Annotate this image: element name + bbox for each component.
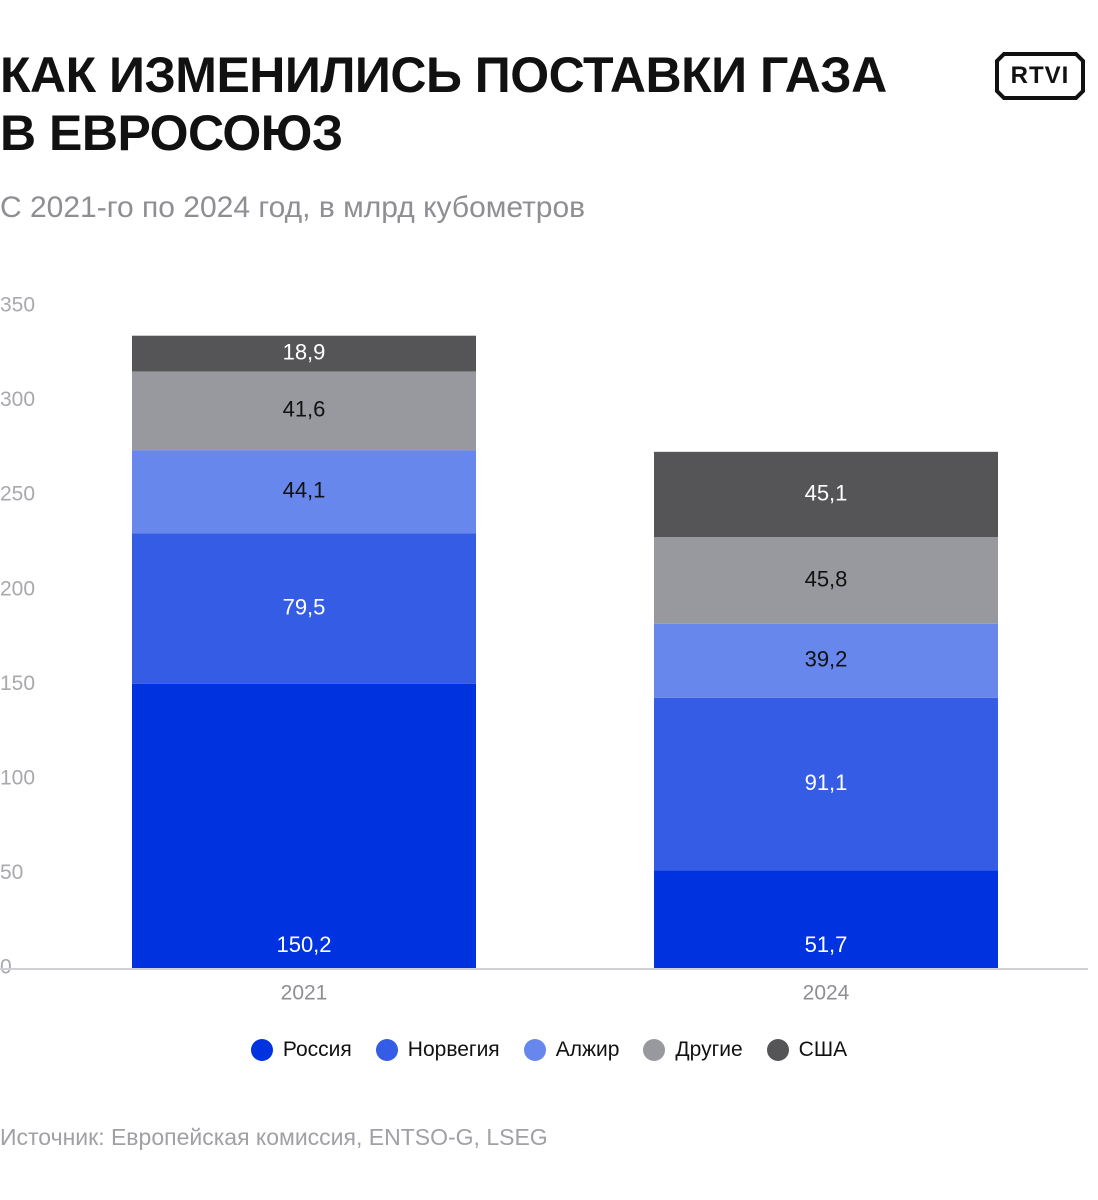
stacked-bar-chart: 0 50 100 150 200 250 300 350 150,2 79,5 44,1 41,6 18… [0, 294, 1088, 1005]
chart-legend: Россия Норвегия Алжир Другие США [0, 1038, 1098, 1062]
legend-swatch-icon [766, 1039, 789, 1061]
data-label: 91,1 [805, 770, 848, 795]
data-label: 39,2 [805, 647, 848, 672]
y-tick-label: 100 [0, 766, 35, 789]
bar-segment [132, 683, 476, 968]
y-tick-label: 150 [0, 672, 35, 695]
legend-item: Другие [643, 1038, 743, 1062]
legend-label: Другие [675, 1038, 743, 1061]
legend-swatch-icon [250, 1039, 273, 1061]
bar-segment [654, 623, 998, 698]
data-label: 150,2 [276, 932, 331, 957]
legend-item: Россия [250, 1038, 352, 1062]
bar-segment [654, 451, 998, 538]
legend-label: Россия [282, 1038, 352, 1061]
chart-title: КАК ИЗМЕНИЛИСЬ ПОСТАВКИ ГАЗА В ЕВРОСОЮЗ [0, 47, 887, 161]
bar-segment [132, 533, 476, 684]
data-label: 79,5 [283, 595, 326, 620]
bar-segment [132, 335, 476, 372]
legend-swatch-icon [643, 1039, 666, 1061]
chart-subtitle: С 2021-го по 2024 год, в млрд кубометров [0, 191, 586, 224]
bar-segment [654, 537, 998, 624]
data-label: 45,1 [805, 480, 848, 505]
logo-frame-icon [995, 52, 1085, 100]
source-note: Источник: Европейская комиссия, ENTSO-G,… [0, 1124, 548, 1150]
data-label: 18,9 [283, 339, 326, 364]
x-tick-label: 2024 [803, 982, 850, 1005]
y-tick-label: 50 [0, 861, 23, 884]
y-tick-label: 250 [0, 483, 35, 506]
rtvi-logo: RTVI [994, 50, 1086, 106]
bar-segment [654, 697, 998, 871]
legend-label: Норвегия [407, 1038, 500, 1061]
bar-segment [132, 450, 476, 534]
x-tick-label: 2021 [281, 982, 328, 1005]
legend-label: Алжир [555, 1038, 620, 1061]
bar-segment [132, 371, 476, 451]
data-label: 45,8 [805, 566, 848, 591]
y-tick-label: 300 [0, 388, 35, 411]
legend-item: Норвегия [375, 1038, 500, 1062]
logo-text: RTVI [1010, 62, 1070, 89]
data-label: 44,1 [283, 478, 326, 503]
bar-segment [654, 870, 998, 968]
y-tick-label: 0 [0, 956, 12, 979]
legend-label: США [798, 1038, 848, 1061]
data-label: 41,6 [283, 397, 326, 422]
legend-item: США [766, 1038, 848, 1062]
y-tick-label: 200 [0, 577, 35, 600]
legend-swatch-icon [523, 1039, 546, 1061]
y-tick-label: 350 [0, 294, 35, 317]
legend-item: Алжир [523, 1038, 620, 1062]
legend-swatch-icon [375, 1039, 398, 1061]
data-label: 51,7 [805, 932, 848, 957]
